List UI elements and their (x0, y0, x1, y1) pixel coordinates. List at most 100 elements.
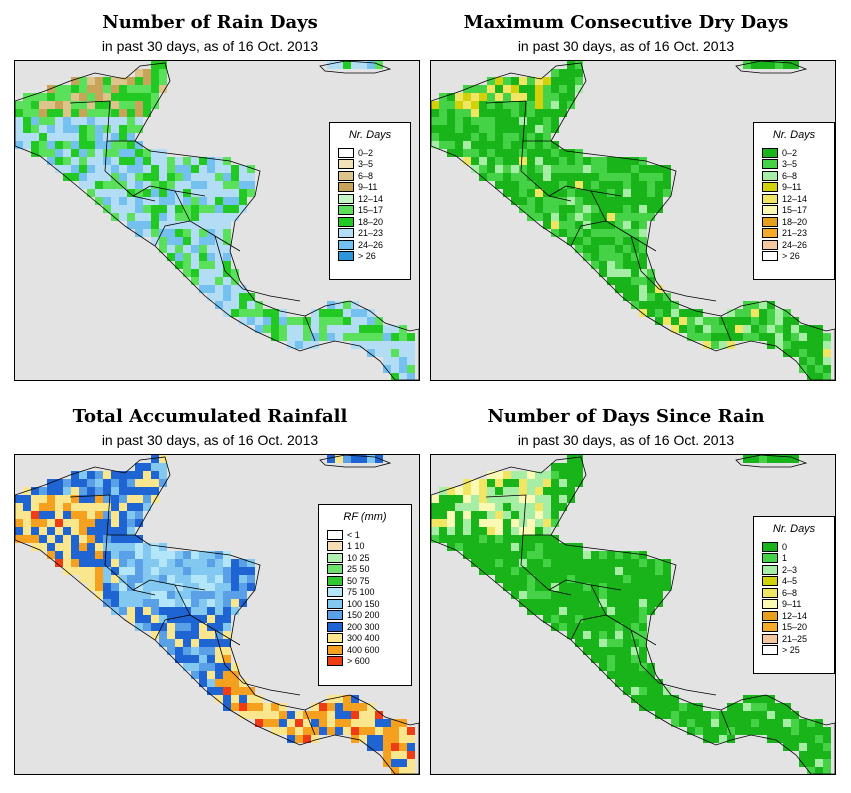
legend-item: > 26 (762, 251, 826, 263)
legend-item: 3–5 (338, 159, 402, 171)
legend-label: 2–3 (782, 564, 798, 575)
legend-swatch (327, 656, 343, 667)
legend-label: 6–8 (358, 170, 374, 181)
legend-label: 0–2 (358, 147, 374, 158)
legend-swatch (762, 622, 778, 633)
legend-swatch (338, 170, 354, 181)
legend-item: < 1 (327, 529, 403, 541)
legend-item: 3–5 (762, 159, 826, 171)
legend-label: 9–11 (782, 599, 802, 610)
legend-item: > 600 (327, 656, 403, 668)
legend: Nr. Days 0–2 3–5 6–8 9–11 12–14 15–17 18–20 21–2… (753, 122, 835, 280)
legend-label: 12–14 (782, 610, 808, 621)
legend-item: > 26 (338, 251, 402, 263)
panel-accumulated-rainfall: Total Accumulated Rainfall in past 30 da… (0, 394, 420, 784)
legend-label: 18–20 (782, 216, 808, 227)
legend-swatch (762, 182, 778, 193)
legend-item: 4–5 (762, 576, 826, 588)
legend-item: 24–26 (338, 239, 402, 251)
legend-swatch (338, 251, 354, 262)
legend-item: 300 400 (327, 633, 403, 645)
legend-item: 6–8 (338, 170, 402, 182)
legend-swatch (762, 251, 778, 262)
legend-swatch (327, 541, 343, 552)
legend-swatch (762, 633, 778, 644)
legend-label: 24–26 (782, 239, 808, 250)
legend-label: 200 300 (347, 621, 380, 632)
legend-label: 15–17 (358, 205, 384, 216)
panel-subtitle: in past 30 days, as of 16 Oct. 2013 (101, 432, 319, 448)
legend-label: > 25 (782, 645, 800, 656)
legend-label: > 26 (782, 251, 800, 262)
legend-label: 400 600 (347, 644, 380, 655)
legend-swatch (338, 147, 354, 158)
legend-swatch (762, 541, 778, 552)
legend-item: 0 (762, 541, 826, 553)
legend-swatch (762, 564, 778, 575)
legend-item: 0–2 (338, 147, 402, 159)
legend-label: 9–11 (358, 182, 378, 193)
legend-item: 9–11 (762, 182, 826, 194)
legend-swatch (327, 610, 343, 621)
legend-title: RF (mm) (343, 511, 387, 523)
legend-swatch (762, 193, 778, 204)
panel-rain-days: Number of Rain Days in past 30 days, as … (0, 0, 420, 390)
legend-item: 400 600 (327, 644, 403, 656)
legend-swatch (762, 587, 778, 598)
legend-item: 1 10 (327, 541, 403, 553)
legend-item: 12–14 (338, 193, 402, 205)
panel-dry-days: Maximum Consecutive Dry Days in past 30 … (416, 0, 836, 390)
panel-days-since-rain: Number of Days Since Rain in past 30 day… (416, 394, 836, 784)
map-canvas (15, 455, 419, 774)
legend-swatch (327, 529, 343, 540)
legend-item: 6–8 (762, 587, 826, 599)
legend-swatch (338, 205, 354, 216)
legend-label: 6–8 (782, 170, 798, 181)
legend-item: 12–14 (762, 193, 826, 205)
legend-item: 2–3 (762, 564, 826, 576)
legend-label: 15–17 (782, 205, 808, 216)
legend-label: 21–25 (782, 633, 808, 644)
panel-subtitle: in past 30 days, as of 16 Oct. 2013 (101, 38, 319, 54)
legend-swatch (762, 205, 778, 216)
legend-swatch (762, 147, 778, 158)
legend-item: 15–20 (762, 622, 826, 634)
legend-item: 50 75 (327, 575, 403, 587)
legend-label: 10 25 (347, 552, 370, 563)
legend-label: 0–2 (782, 147, 798, 158)
legend-swatch (327, 552, 343, 563)
legend-swatch (327, 598, 343, 609)
legend-item: 10 25 (327, 552, 403, 564)
panel-title: Maximum Consecutive Dry Days (463, 12, 789, 33)
legend-item: 18–20 (762, 216, 826, 228)
legend-item: 12–14 (762, 610, 826, 622)
legend-item: 9–11 (762, 599, 826, 611)
legend-swatch (762, 239, 778, 250)
legend-swatch (762, 159, 778, 170)
panel-title: Number of Days Since Rain (487, 406, 765, 427)
legend-label: 21–23 (782, 228, 808, 239)
legend-swatch (327, 575, 343, 586)
legend-swatch (327, 644, 343, 655)
legend-item: 15–17 (762, 205, 826, 217)
legend-label: > 600 (347, 656, 370, 667)
legend-item: 21–25 (762, 633, 826, 645)
map-canvas (431, 455, 835, 774)
legend-label: 4–5 (782, 576, 798, 587)
legend: Nr. Days 0 1 2–3 4–5 6–8 9–11 12–14 15–20 21–25 > … (753, 516, 835, 674)
legend-label: 9–11 (782, 182, 802, 193)
legend-item: 24–26 (762, 239, 826, 251)
legend-item: 100 150 (327, 598, 403, 610)
legend-label: 15–20 (782, 622, 808, 633)
legend-item: 18–20 (338, 216, 402, 228)
legend-swatch (762, 553, 778, 564)
panel-title: Number of Rain Days (102, 12, 318, 33)
legend-label: 150 200 (347, 610, 380, 621)
legend-item: 25 50 (327, 564, 403, 576)
legend-label: 1 (782, 553, 788, 564)
legend-item: 0–2 (762, 147, 826, 159)
map-canvas (15, 61, 419, 380)
legend-label: 3–5 (782, 159, 798, 170)
legend-item: 200 300 (327, 621, 403, 633)
legend-swatch (338, 159, 354, 170)
